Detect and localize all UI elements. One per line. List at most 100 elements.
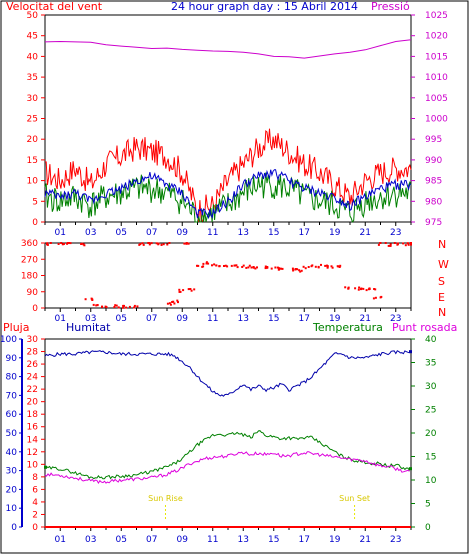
direction-point (254, 267, 257, 270)
direction-point (172, 300, 175, 303)
humidity-label: Humitat (66, 321, 111, 334)
wind-direction-plot-area (44, 242, 412, 309)
pressure-y-tick-label: 1015 (425, 52, 448, 62)
direction-point (96, 304, 99, 306)
direction-point (410, 243, 412, 246)
temp-y-tick-label: 35 (425, 359, 436, 369)
direction-point (197, 264, 200, 267)
wind-x-tick-label: 07 (146, 228, 157, 238)
direction-point (178, 288, 181, 291)
rain-y-tick-label: 16 (27, 423, 39, 433)
direction-point (374, 296, 377, 299)
direction-point (324, 264, 327, 267)
pressure-y-tick-label: 1005 (425, 94, 448, 104)
direction-point (178, 290, 181, 293)
pressure-y-tick-label: 990 (425, 156, 442, 166)
direction-point (387, 244, 390, 247)
direction-point (311, 264, 314, 267)
temp-y-tick-label: 15 (425, 453, 436, 463)
temp-x-tick-label: 09 (177, 535, 189, 545)
direction-point (84, 298, 87, 301)
rain-y-tick-label: 14 (27, 435, 39, 445)
direction-point (404, 244, 407, 247)
direction-point (69, 242, 72, 245)
direction-point (205, 262, 208, 265)
temperature-label: Temperatura (312, 321, 383, 334)
direction-point (66, 242, 69, 245)
direction-point (157, 243, 160, 246)
direction-y-tick-label: 90 (27, 288, 39, 298)
direction-point (278, 267, 281, 270)
temp-x-tick-label: 01 (55, 535, 66, 545)
direction-point (125, 306, 128, 309)
direction-point (339, 264, 342, 267)
temperature-end-marker (409, 467, 412, 471)
temp-x-tick-label: 19 (329, 535, 341, 545)
direction-point (365, 289, 368, 292)
direction-point (122, 306, 124, 309)
wind-x-tick-label: 09 (177, 228, 189, 238)
direction-point (133, 304, 136, 307)
direction-point (298, 269, 301, 272)
humidity-y-tick-label: 20 (6, 485, 18, 495)
direction-point (169, 303, 172, 306)
direction-point (299, 270, 302, 273)
direction-point (377, 243, 380, 246)
wind-x-tick-label: 01 (55, 228, 66, 238)
direction-point (105, 306, 108, 309)
direction-point (393, 242, 396, 244)
direction-point (173, 302, 176, 305)
direction-point (270, 267, 273, 270)
direction-point (226, 265, 229, 268)
pressure-y-tick-label: 985 (425, 177, 442, 187)
direction-point (46, 243, 48, 246)
direction-point (407, 243, 410, 246)
direction-point (49, 242, 52, 244)
wind-y-tick-label: 50 (27, 11, 39, 21)
wind-x-tick-label: 03 (85, 228, 96, 238)
temp-y-tick-label: 30 (425, 382, 437, 392)
pressure-y-tick-label: 1010 (425, 73, 448, 83)
direction-point (354, 287, 357, 290)
direction-x-tick-label: 07 (146, 314, 157, 324)
wind-y-tick-label: 10 (27, 177, 39, 187)
direction-point (211, 264, 213, 267)
direction-point (252, 266, 255, 269)
sun-rise-label: Sun Rise (148, 494, 183, 503)
direction-point (193, 288, 196, 291)
direction-point (205, 261, 208, 264)
direction-point (389, 244, 392, 247)
direction-point (187, 242, 190, 245)
direction-point (396, 243, 399, 246)
rain-y-tick-label: 30 (27, 335, 39, 345)
rain-y-tick-label: 4 (32, 498, 38, 508)
direction-point (213, 263, 216, 266)
humidity-y-tick-label: 60 (6, 410, 18, 420)
direction-point (384, 242, 387, 244)
temp-humidity-plot-area (44, 338, 412, 528)
direction-point (196, 264, 198, 267)
pressure-y-tick-label: 1025 (425, 11, 448, 21)
direction-point (168, 302, 171, 305)
direction-point (380, 295, 383, 298)
direction-point (166, 243, 169, 246)
rain-y-tick-label: 10 (27, 460, 39, 470)
rain-y-tick-label: 26 (27, 360, 39, 370)
dewpoint-label: Punt rosada (392, 321, 457, 334)
direction-x-tick-label: 01 (55, 314, 66, 324)
compass-label: W (438, 258, 449, 271)
direction-point (291, 267, 294, 270)
direction-x-tick-label: 09 (177, 314, 189, 324)
temp-y-tick-label: 40 (425, 335, 437, 345)
direction-point (304, 267, 307, 270)
direction-point (95, 304, 98, 307)
direction-point (300, 269, 303, 272)
pressure-y-tick-label: 995 (425, 135, 442, 145)
humidity-y-tick-label: 100 (0, 335, 17, 345)
temp-y-tick-label: 5 (425, 500, 431, 510)
rain-y-tick-label: 22 (27, 385, 38, 395)
direction-point (235, 264, 238, 267)
direction-point (358, 286, 361, 289)
direction-y-tick-label: 180 (21, 272, 38, 282)
